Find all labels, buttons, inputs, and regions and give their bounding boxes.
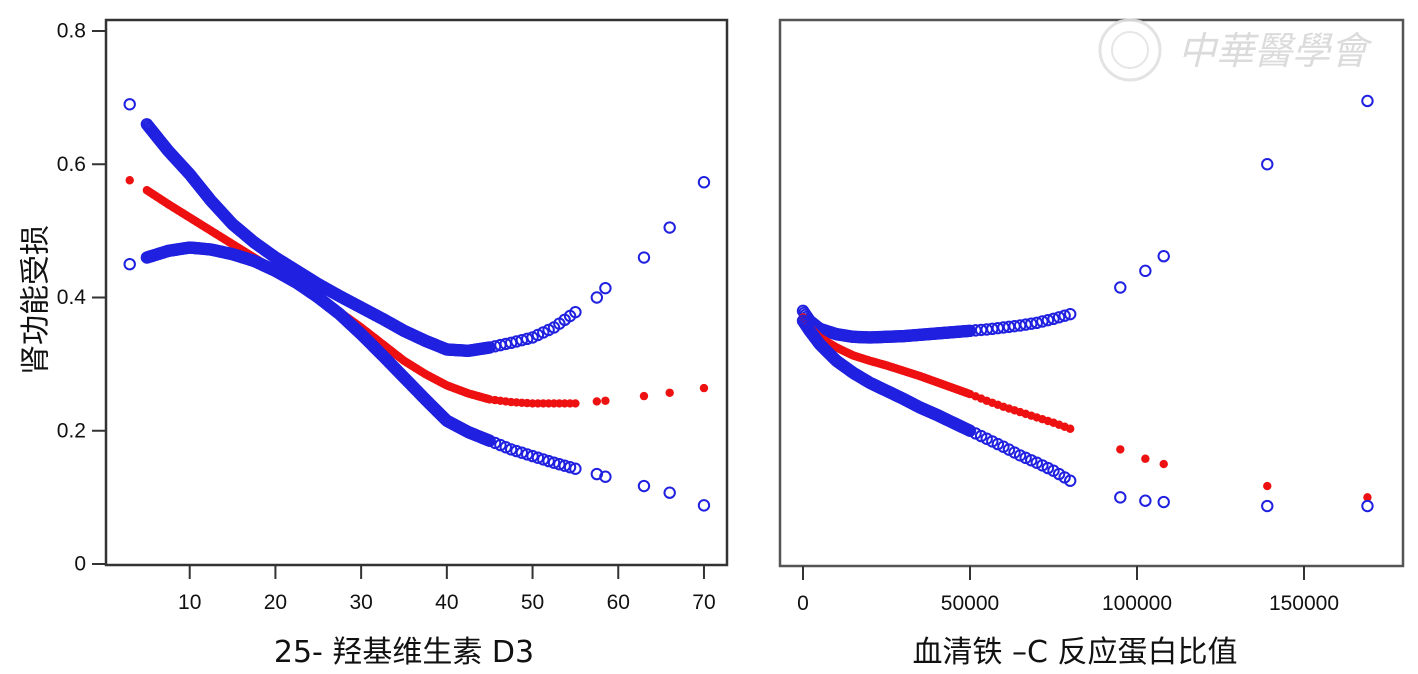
- series-lower: [123, 241, 711, 512]
- y-tick-label: 0.6: [57, 153, 86, 176]
- data-point: [520, 448, 534, 461]
- data-point: [1058, 309, 1071, 322]
- data-point: [1030, 316, 1044, 330]
- data-point: [563, 461, 577, 474]
- data-point: [592, 397, 602, 406]
- watermark-seal: [1098, 18, 1162, 82]
- x-axis: 10 20 30 40 50 60 70: [178, 565, 716, 614]
- data-point: [697, 499, 711, 512]
- data-points: [796, 94, 1374, 513]
- watermark-seal-inner: [1111, 31, 1149, 69]
- data-point: [1261, 499, 1274, 513]
- data-point: [520, 332, 534, 346]
- data-point: [1139, 494, 1152, 507]
- data-point: [1064, 307, 1077, 321]
- data-point: [1261, 158, 1274, 171]
- plot-frame: [104, 18, 729, 567]
- data-point: [531, 451, 545, 464]
- data-point: [1263, 481, 1272, 491]
- x-tick-label: 70: [692, 591, 715, 614]
- data-point: [569, 305, 582, 319]
- x-axis-title: 25- 羟基维生素 D3: [274, 635, 534, 670]
- x-tick-label: 20: [264, 591, 287, 614]
- y-tick-label: 0.4: [57, 286, 87, 309]
- series-upper: [796, 94, 1374, 344]
- y-tick-label: 0.2: [57, 419, 86, 442]
- data-point: [1141, 454, 1150, 463]
- data-point: [1114, 281, 1127, 294]
- data-point: [510, 444, 523, 458]
- data-point: [504, 443, 518, 456]
- data-point: [1361, 499, 1374, 513]
- x-tick-label: 40: [435, 591, 458, 614]
- x-tick-label: 10: [178, 591, 201, 614]
- data-point: [542, 454, 555, 468]
- data-points: [123, 98, 711, 512]
- data-point: [1363, 493, 1372, 502]
- y-tick-label: 0.8: [57, 20, 86, 43]
- plot-frame: [778, 18, 1405, 568]
- x-tick-label: 150000: [1269, 592, 1339, 615]
- data-point: [1139, 264, 1152, 278]
- data-point: [1052, 311, 1066, 324]
- data-point: [547, 456, 561, 469]
- data-point: [599, 470, 612, 483]
- data-point: [526, 449, 539, 463]
- x-tick-label: 100000: [1102, 592, 1172, 615]
- x-tick-label: 60: [607, 591, 630, 614]
- chart-panel-iron-crp-ratio: 中華醫學會 0 50000 100000 150000 血清铁 –C 反应蛋白比值: [778, 18, 1405, 670]
- data-point: [1114, 491, 1127, 504]
- data-point: [1041, 313, 1055, 327]
- data-point: [1064, 474, 1077, 487]
- data-point: [1025, 317, 1038, 330]
- data-point: [601, 396, 610, 405]
- series-lower: [796, 314, 1374, 513]
- data-point: [569, 462, 582, 475]
- data-point: [1036, 315, 1049, 328]
- watermark-text: 中華醫學會: [1178, 29, 1373, 73]
- data-point: [1047, 312, 1060, 326]
- x-tick-label: 50000: [941, 592, 999, 615]
- data-point: [537, 453, 550, 466]
- watermark: 中華醫學會: [1098, 18, 1373, 82]
- data-point: [639, 391, 649, 401]
- data-point: [1159, 459, 1168, 469]
- data-point: [553, 458, 566, 471]
- data-point: [590, 291, 604, 304]
- data-point: [665, 388, 674, 397]
- data-point: [699, 383, 709, 393]
- data-point: [637, 479, 651, 493]
- y-axis-title: 肾功能受损: [19, 225, 54, 375]
- data-point: [697, 176, 711, 189]
- x-axis: 0 50000 100000 150000: [797, 566, 1339, 615]
- data-point: [1019, 451, 1032, 465]
- data-point: [663, 221, 676, 234]
- chart-panel-vitamin-d: 0 0.2 0.4 0.6 0.8 10 20 30 40 50 60 70 肾功能受损 25- 羟…: [19, 18, 729, 670]
- x-axis-title: 血清铁 –C 反应蛋白比值: [912, 635, 1237, 670]
- data-point: [1157, 495, 1170, 509]
- x-tick-label: 30: [349, 591, 372, 614]
- data-point: [1361, 94, 1374, 108]
- data-point: [1116, 445, 1125, 454]
- series-upper: [123, 98, 711, 357]
- data-point: [637, 251, 651, 264]
- data-point: [1013, 449, 1027, 462]
- x-tick-label: 0: [797, 592, 809, 615]
- data-point: [515, 446, 529, 459]
- data-point: [599, 281, 612, 295]
- x-tick-label: 50: [521, 591, 544, 614]
- data-point: [123, 257, 136, 271]
- data-point: [125, 176, 134, 185]
- data-point: [1066, 424, 1075, 433]
- data-point: [571, 399, 580, 408]
- data-point: [558, 459, 571, 472]
- y-axis: 0 0.2 0.4 0.6 0.8: [57, 20, 106, 576]
- data-point: [123, 98, 136, 111]
- y-tick-label: 0: [74, 553, 86, 576]
- data-point: [1025, 454, 1038, 467]
- data-point: [663, 486, 676, 499]
- data-point: [1157, 249, 1170, 263]
